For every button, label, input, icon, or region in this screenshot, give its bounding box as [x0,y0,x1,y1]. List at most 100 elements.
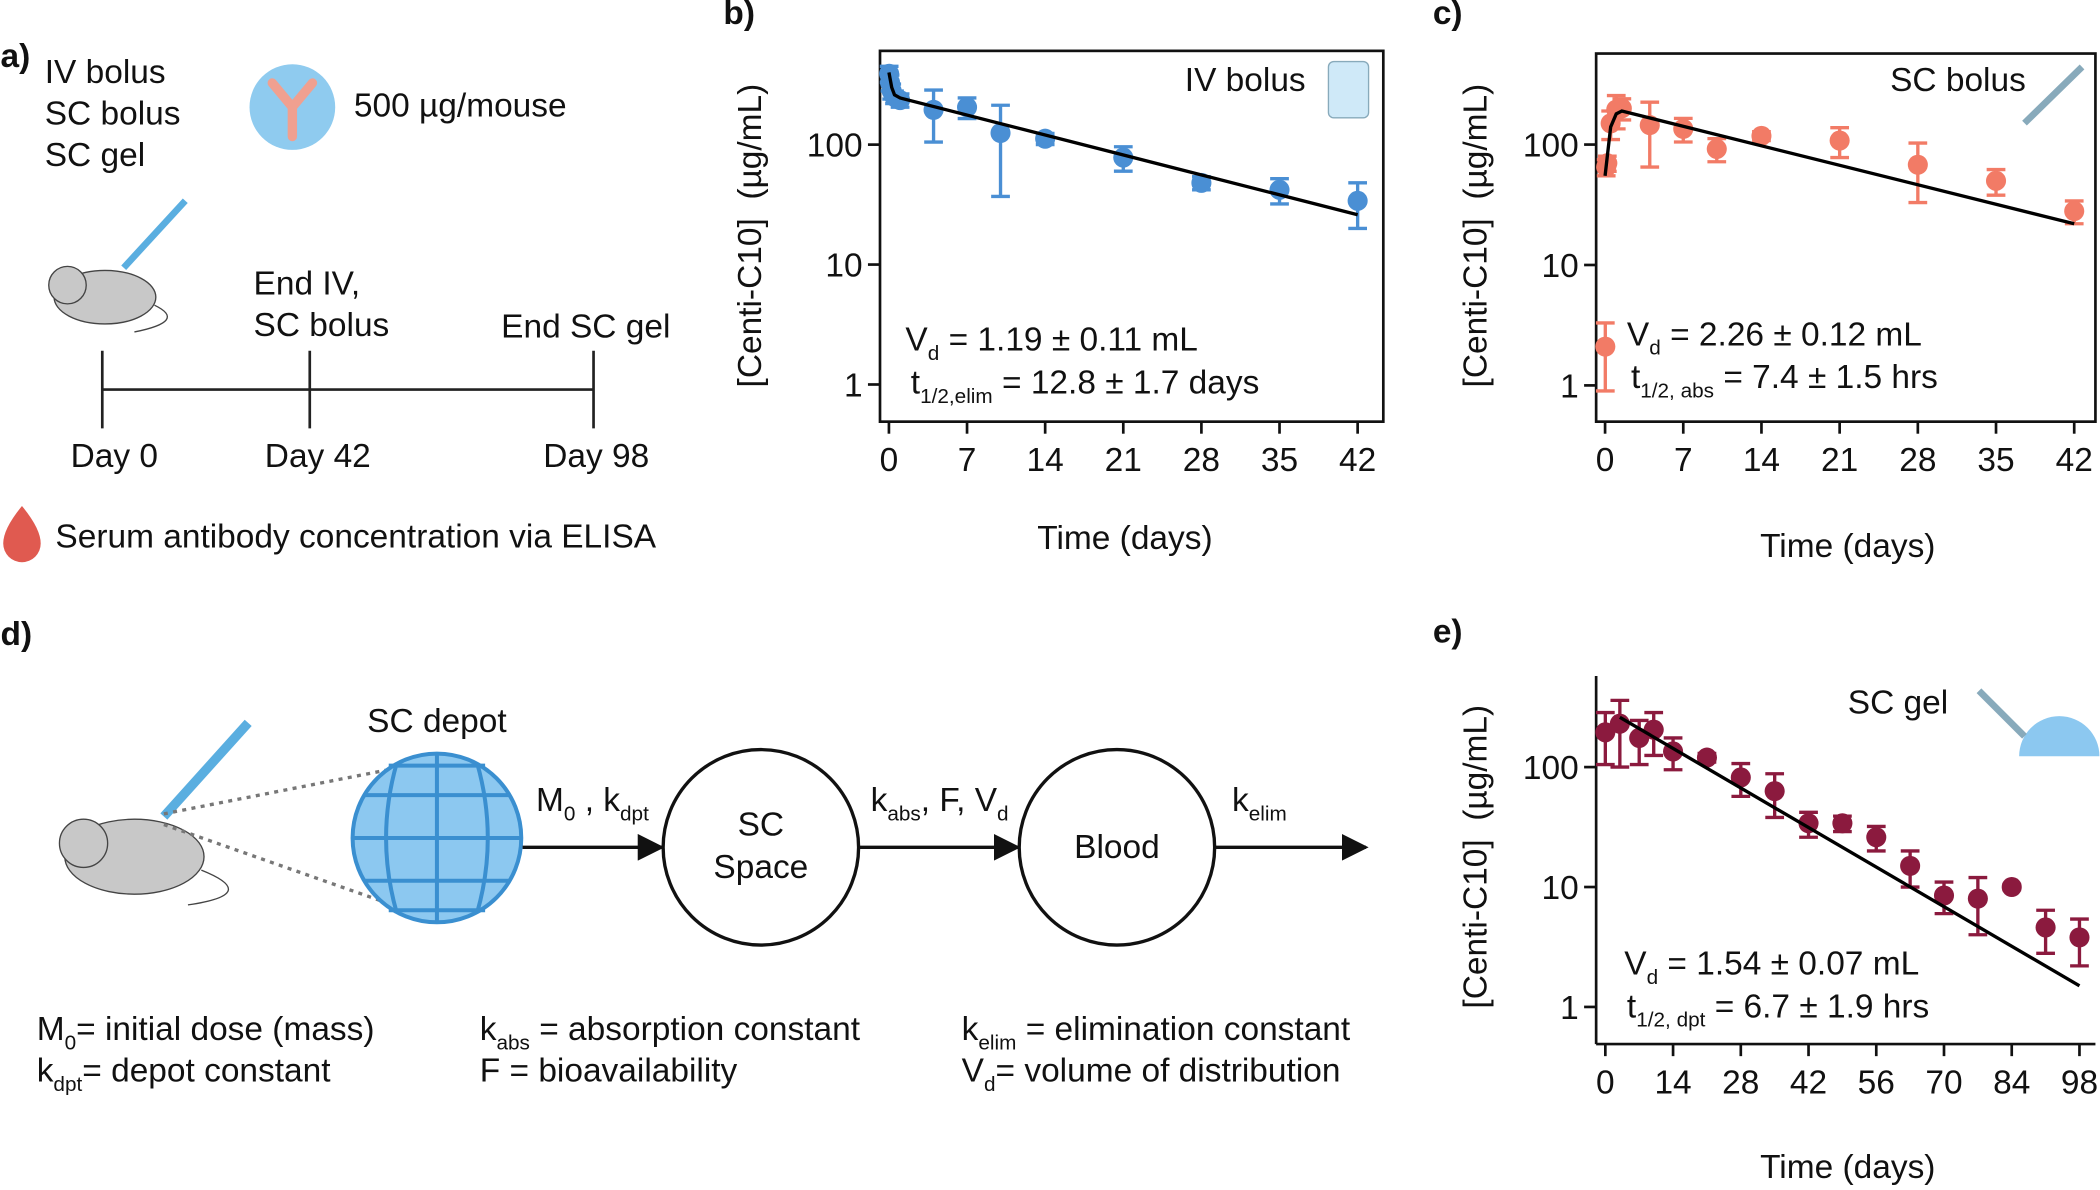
x-tick-label: 14 [1027,442,1064,479]
legend-definition-part: k [962,1011,979,1048]
globe-grid [352,753,522,923]
x-tick-label: 70 [1925,1065,1962,1102]
compartment-label: Blood [1074,829,1160,866]
sc-space-compartment [661,747,861,947]
fit-statistic-part: = 1.19 ± 0.11 mL [939,322,1198,359]
data-point [2069,927,2090,948]
syringe [121,198,188,270]
plot-frame [1594,52,2097,423]
data-point [990,122,1011,144]
fit-line [1603,109,2075,226]
route: SC gel [45,137,145,174]
arrow-label: kabs, F, Vd [871,782,1009,825]
legend-definition-part: = depot constant [82,1053,331,1090]
legend-definition: M0= initial dose (mass) [37,1011,375,1054]
projection [163,768,390,816]
fit-statistic-part: 1/2,elim [920,385,993,408]
x-tick-label: 0 [880,442,899,479]
fit-statistic-part: t [1631,359,1641,396]
day-label: Day 0 [71,438,158,475]
x-axis-label: Time (days) [1037,520,1212,557]
legend-definition-part: V [962,1053,985,1090]
y-tick-label: 1 [844,368,863,405]
legend-definition-part: dpt [53,1073,82,1096]
antibody-shape [267,78,318,142]
plot-frame [878,49,1385,423]
projection [163,822,390,906]
legend-definition: kdpt= depot constant [37,1053,332,1096]
y-tick-label: 100 [1523,750,1579,787]
data-point [2035,917,2056,938]
arrow-label-part: 0 [564,803,576,826]
data-point [1900,855,1921,876]
fit-line [1619,715,2081,988]
legend-definition-part: = volume of distribution [996,1053,1341,1090]
panel-label: d) [1,616,33,653]
compartment-label: Space [713,849,808,886]
compartment-label: SC [738,806,784,843]
gel-icon [2019,716,2100,757]
x-tick-label: 21 [1821,442,1858,479]
y-axis-label: [Centi-C10] (µg/mL) [732,84,769,388]
data-point [1595,722,1616,743]
x-tick-label: 0 [1596,1065,1615,1102]
fit-statistic-part: d [928,342,940,365]
legend-definition-part: abs [496,1031,529,1054]
data-point [1730,767,1751,788]
x-tick-label: 0 [1596,442,1615,479]
day-label: Day 42 [265,438,371,475]
legend-definition-part: F = bioavailability [480,1053,738,1090]
data-point [1866,827,1887,848]
legend-definition: Vd= volume of distribution [962,1053,1341,1096]
fit-line [887,72,1359,217]
event-label: SC bolus [254,307,390,344]
panel-label: c) [1433,0,1463,32]
x-axis-label: Time (days) [1760,1149,1935,1186]
panel-label: b) [723,0,755,32]
syringe-icon [2022,64,2085,126]
legend-definition-part: elim [978,1031,1016,1054]
y-tick-label: 100 [807,128,863,165]
event-label: End SC gel [501,308,670,345]
x-tick-label: 42 [1790,1065,1827,1102]
legend-definition-part: d [984,1073,996,1096]
annotation: SC gel [1848,684,1948,721]
arrow-label-part: k [871,782,888,819]
depot-label: SC depot [367,703,507,740]
fit-statistic: t1/2,elim = 12.8 ± 1.7 days [911,365,1260,408]
arrow-label-part: , F, V [921,782,998,819]
x-tick-label: 28 [1899,442,1936,479]
fit-statistic-part: d [1649,337,1661,360]
event-label: End IV, [254,265,361,302]
legend-definition-part: = absorption constant [530,1011,861,1048]
arrow-label: kelim [1232,782,1287,825]
day-label: Day 98 [543,438,649,475]
arrow-label-part: elim [1249,803,1287,826]
arrow-label-part: , k [575,782,620,819]
x-tick-label: 42 [1339,442,1376,479]
data-point [1985,170,2007,191]
fit-statistic: t1/2, dpt = 6.7 ± 1.9 hrs [1627,988,1929,1031]
fit-statistic-part: t [1627,988,1637,1025]
syringe-icon [1976,688,2027,739]
arrow-label: M0 , kdpt [536,782,649,825]
mouse-tail [187,869,230,906]
panel-label: e) [1433,614,1463,651]
x-axis-label: Time (days) [1760,528,1935,565]
x-tick-label: 28 [1722,1065,1759,1102]
fit-statistic: Vd = 1.54 ± 0.07 mL [1624,945,1919,988]
fit-statistic: Vd = 1.19 ± 0.11 mL [905,322,1197,365]
legend-definition-part: k [37,1053,54,1090]
fit-statistic-part: = 12.8 ± 1.7 days [993,365,1260,402]
y-axis-label: [Centi-C10] (µg/mL) [1457,705,1494,1009]
data-point [1764,781,1785,802]
x-tick-label: 84 [1993,1065,2030,1102]
fit-statistic-part: 1/2, dpt [1636,1009,1705,1032]
fit-statistic-part: V [905,322,928,359]
x-tick-label: 7 [958,442,977,479]
fit-statistic-part: V [1624,945,1647,982]
data-point [1967,888,1988,909]
x-tick-label: 7 [1674,442,1693,479]
